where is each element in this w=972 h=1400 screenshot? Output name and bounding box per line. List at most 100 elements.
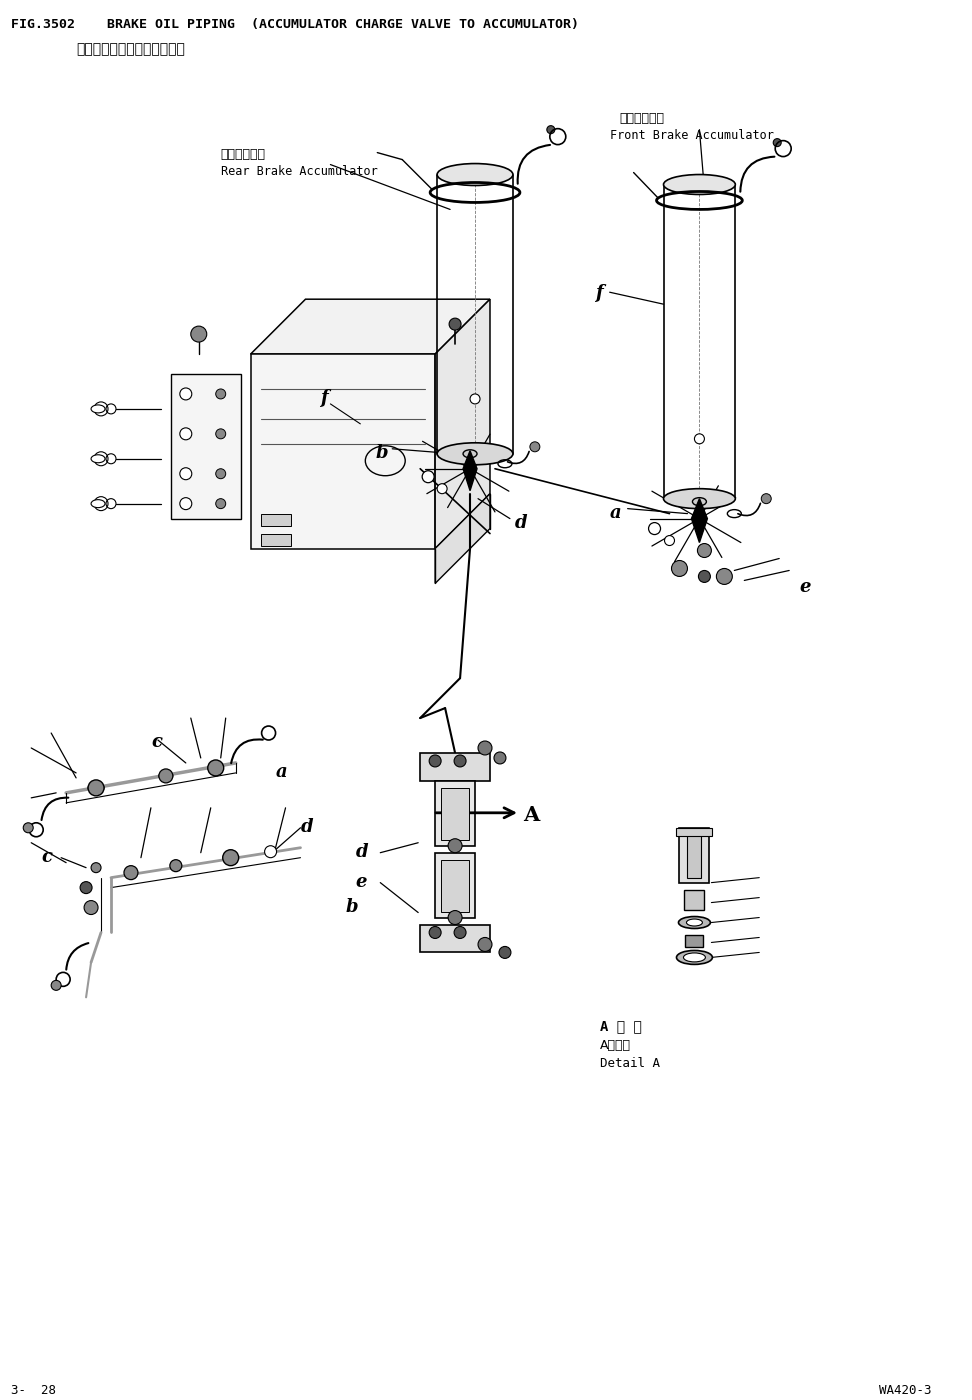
Polygon shape bbox=[463, 451, 477, 490]
Circle shape bbox=[422, 470, 434, 483]
Bar bbox=[420, 924, 490, 952]
Ellipse shape bbox=[437, 164, 513, 186]
Circle shape bbox=[478, 938, 492, 952]
Circle shape bbox=[648, 522, 661, 535]
Polygon shape bbox=[691, 498, 708, 543]
Circle shape bbox=[124, 865, 138, 879]
Circle shape bbox=[106, 405, 116, 414]
Text: f: f bbox=[321, 389, 329, 407]
Circle shape bbox=[430, 927, 441, 938]
Circle shape bbox=[180, 388, 191, 400]
Circle shape bbox=[761, 494, 771, 504]
Circle shape bbox=[208, 760, 224, 776]
Text: A: A bbox=[523, 805, 539, 825]
Text: c: c bbox=[41, 848, 52, 865]
Circle shape bbox=[180, 428, 191, 440]
Circle shape bbox=[106, 498, 116, 508]
Circle shape bbox=[437, 483, 447, 494]
Circle shape bbox=[85, 900, 98, 914]
Text: e: e bbox=[356, 872, 366, 890]
Circle shape bbox=[106, 454, 116, 463]
Bar bbox=[679, 827, 710, 882]
Circle shape bbox=[52, 980, 61, 990]
Circle shape bbox=[158, 769, 173, 783]
Ellipse shape bbox=[677, 951, 712, 965]
Text: 前制动蓄能器: 前制动蓄能器 bbox=[619, 112, 665, 125]
Text: Detail A: Detail A bbox=[600, 1057, 660, 1070]
Ellipse shape bbox=[678, 917, 711, 928]
Circle shape bbox=[530, 442, 539, 452]
Circle shape bbox=[470, 393, 480, 405]
Circle shape bbox=[699, 570, 711, 582]
Text: 制动管路（蓄能阀到蓄能器）: 制动管路（蓄能阀到蓄能器） bbox=[76, 42, 185, 56]
Polygon shape bbox=[435, 300, 490, 549]
Text: 3-  28: 3- 28 bbox=[12, 1385, 56, 1397]
Text: d: d bbox=[300, 818, 313, 836]
Circle shape bbox=[170, 860, 182, 872]
Text: b: b bbox=[345, 897, 358, 916]
Circle shape bbox=[698, 543, 712, 557]
Bar bbox=[171, 374, 241, 518]
Circle shape bbox=[478, 741, 492, 755]
Circle shape bbox=[449, 318, 461, 330]
Text: WA420-3: WA420-3 bbox=[879, 1385, 931, 1397]
Ellipse shape bbox=[686, 918, 703, 925]
Bar bbox=[441, 788, 469, 840]
Bar bbox=[685, 935, 704, 948]
Text: e: e bbox=[799, 578, 811, 596]
Bar bbox=[260, 514, 291, 525]
Ellipse shape bbox=[463, 449, 477, 458]
Circle shape bbox=[180, 468, 191, 480]
Polygon shape bbox=[435, 494, 490, 584]
Circle shape bbox=[216, 428, 226, 438]
Circle shape bbox=[80, 882, 92, 893]
Circle shape bbox=[454, 755, 466, 767]
Circle shape bbox=[216, 498, 226, 508]
Text: f: f bbox=[595, 284, 603, 302]
Text: Rear Brake Accumulator: Rear Brake Accumulator bbox=[221, 165, 377, 178]
Circle shape bbox=[216, 389, 226, 399]
Circle shape bbox=[774, 139, 781, 147]
Circle shape bbox=[454, 927, 466, 938]
Bar bbox=[677, 827, 712, 836]
Bar bbox=[687, 833, 702, 878]
Circle shape bbox=[499, 946, 511, 959]
Circle shape bbox=[672, 560, 687, 577]
Text: c: c bbox=[151, 734, 162, 750]
Circle shape bbox=[448, 839, 462, 853]
Circle shape bbox=[180, 497, 191, 510]
Ellipse shape bbox=[692, 497, 707, 505]
Ellipse shape bbox=[91, 500, 105, 508]
Ellipse shape bbox=[664, 175, 736, 195]
Bar bbox=[435, 853, 475, 917]
Text: a: a bbox=[276, 763, 287, 781]
Ellipse shape bbox=[683, 953, 706, 962]
Text: FIG.3502    BRAKE OIL PIPING  (ACCUMULATOR CHARGE VALVE TO ACCUMULATOR): FIG.3502 BRAKE OIL PIPING (ACCUMULATOR C… bbox=[12, 18, 579, 31]
Bar bbox=[684, 889, 705, 910]
Text: 后制动蓄能器: 后制动蓄能器 bbox=[221, 147, 265, 161]
Circle shape bbox=[494, 752, 506, 764]
Circle shape bbox=[191, 326, 207, 342]
Circle shape bbox=[448, 910, 462, 924]
Ellipse shape bbox=[91, 405, 105, 413]
Circle shape bbox=[694, 434, 705, 444]
Bar bbox=[435, 781, 475, 846]
Circle shape bbox=[88, 780, 104, 795]
Circle shape bbox=[216, 469, 226, 479]
Circle shape bbox=[91, 862, 101, 872]
Circle shape bbox=[716, 568, 732, 584]
Ellipse shape bbox=[91, 455, 105, 463]
Circle shape bbox=[223, 850, 239, 865]
Text: d: d bbox=[356, 843, 368, 861]
Text: a: a bbox=[609, 504, 621, 522]
Text: A 详 细: A 详 细 bbox=[600, 1019, 642, 1033]
Bar bbox=[441, 860, 469, 911]
Circle shape bbox=[430, 755, 441, 767]
Text: Front Brake Accumulator: Front Brake Accumulator bbox=[609, 129, 774, 141]
Ellipse shape bbox=[437, 442, 513, 465]
Circle shape bbox=[547, 126, 555, 133]
Text: d: d bbox=[515, 514, 528, 532]
Text: A部详细: A部详细 bbox=[600, 1039, 631, 1053]
Text: b: b bbox=[375, 444, 388, 462]
Circle shape bbox=[23, 823, 33, 833]
